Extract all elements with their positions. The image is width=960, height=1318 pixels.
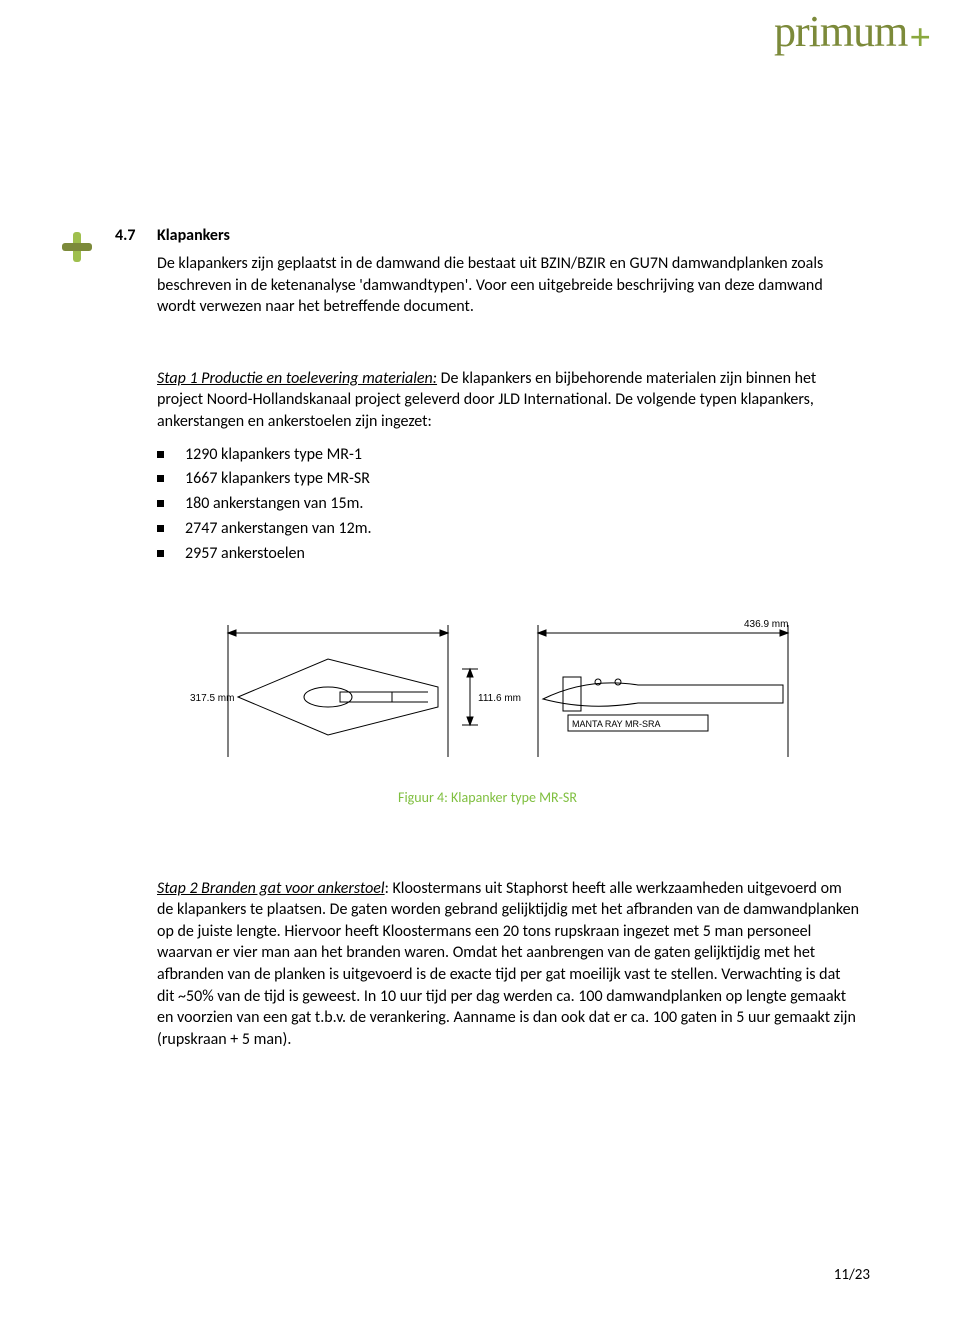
plate-label: MANTA RAY MR-SRA <box>572 719 661 729</box>
stap1-lead: Stap 1 Productie en toelevering material… <box>157 369 437 388</box>
list-item: 180 ankerstangen van 15m. <box>157 492 860 517</box>
section-number: 4.7 <box>115 226 157 245</box>
brand-logo: primum+ <box>774 6 930 57</box>
figure-caption: Figuur 4: Klapanker type MR-SR <box>115 789 860 806</box>
page-content: 4.7 Klapankers De klapankers zijn geplaa… <box>115 226 860 1050</box>
dim-right-width: 436.9 mm <box>744 619 788 630</box>
stap2-lead: Stap 2 Branden gat voor ankerstoel <box>157 879 385 898</box>
brand-logo-text: primum <box>774 7 907 56</box>
stap2-rest: : Kloostermans uit Staphorst heeft alle … <box>157 879 859 1049</box>
stap2-paragraph: Stap 2 Branden gat voor ankerstoel: Kloo… <box>157 878 860 1051</box>
section-bullet-plus-icon <box>60 230 94 264</box>
list-item: 2747 ankerstangen van 12m. <box>157 517 860 542</box>
page-total: 23 <box>855 1266 870 1284</box>
page-number: 11/23 <box>834 1266 870 1284</box>
stap1-paragraph: Stap 1 Productie en toelevering material… <box>157 368 860 433</box>
materials-list: 1290 klapankers type MR-11667 klapankers… <box>157 443 860 567</box>
section-heading: 4.7 Klapankers <box>115 226 860 245</box>
figure-area: 317.5 mm 111.6 mm 436.9 mm MANTA RAY MR-… <box>115 607 860 767</box>
dim-left-height: 111.6 mm <box>478 693 521 704</box>
page-current: 11 <box>834 1266 849 1284</box>
intro-paragraph: De klapankers zijn geplaatst in de damwa… <box>157 253 860 318</box>
list-item: 1290 klapankers type MR-1 <box>157 443 860 468</box>
document-page: primum+ 4.7 Klapankers De klapankers zij… <box>0 0 960 1318</box>
plus-icon: + <box>909 16 930 60</box>
list-item: 1667 klapankers type MR-SR <box>157 467 860 492</box>
dim-left-width: 317.5 mm <box>190 693 234 704</box>
section-title: Klapankers <box>157 226 230 245</box>
klapanker-diagram: 317.5 mm 111.6 mm 436.9 mm MANTA RAY MR-… <box>168 607 808 767</box>
list-item: 2957 ankerstoelen <box>157 542 860 567</box>
